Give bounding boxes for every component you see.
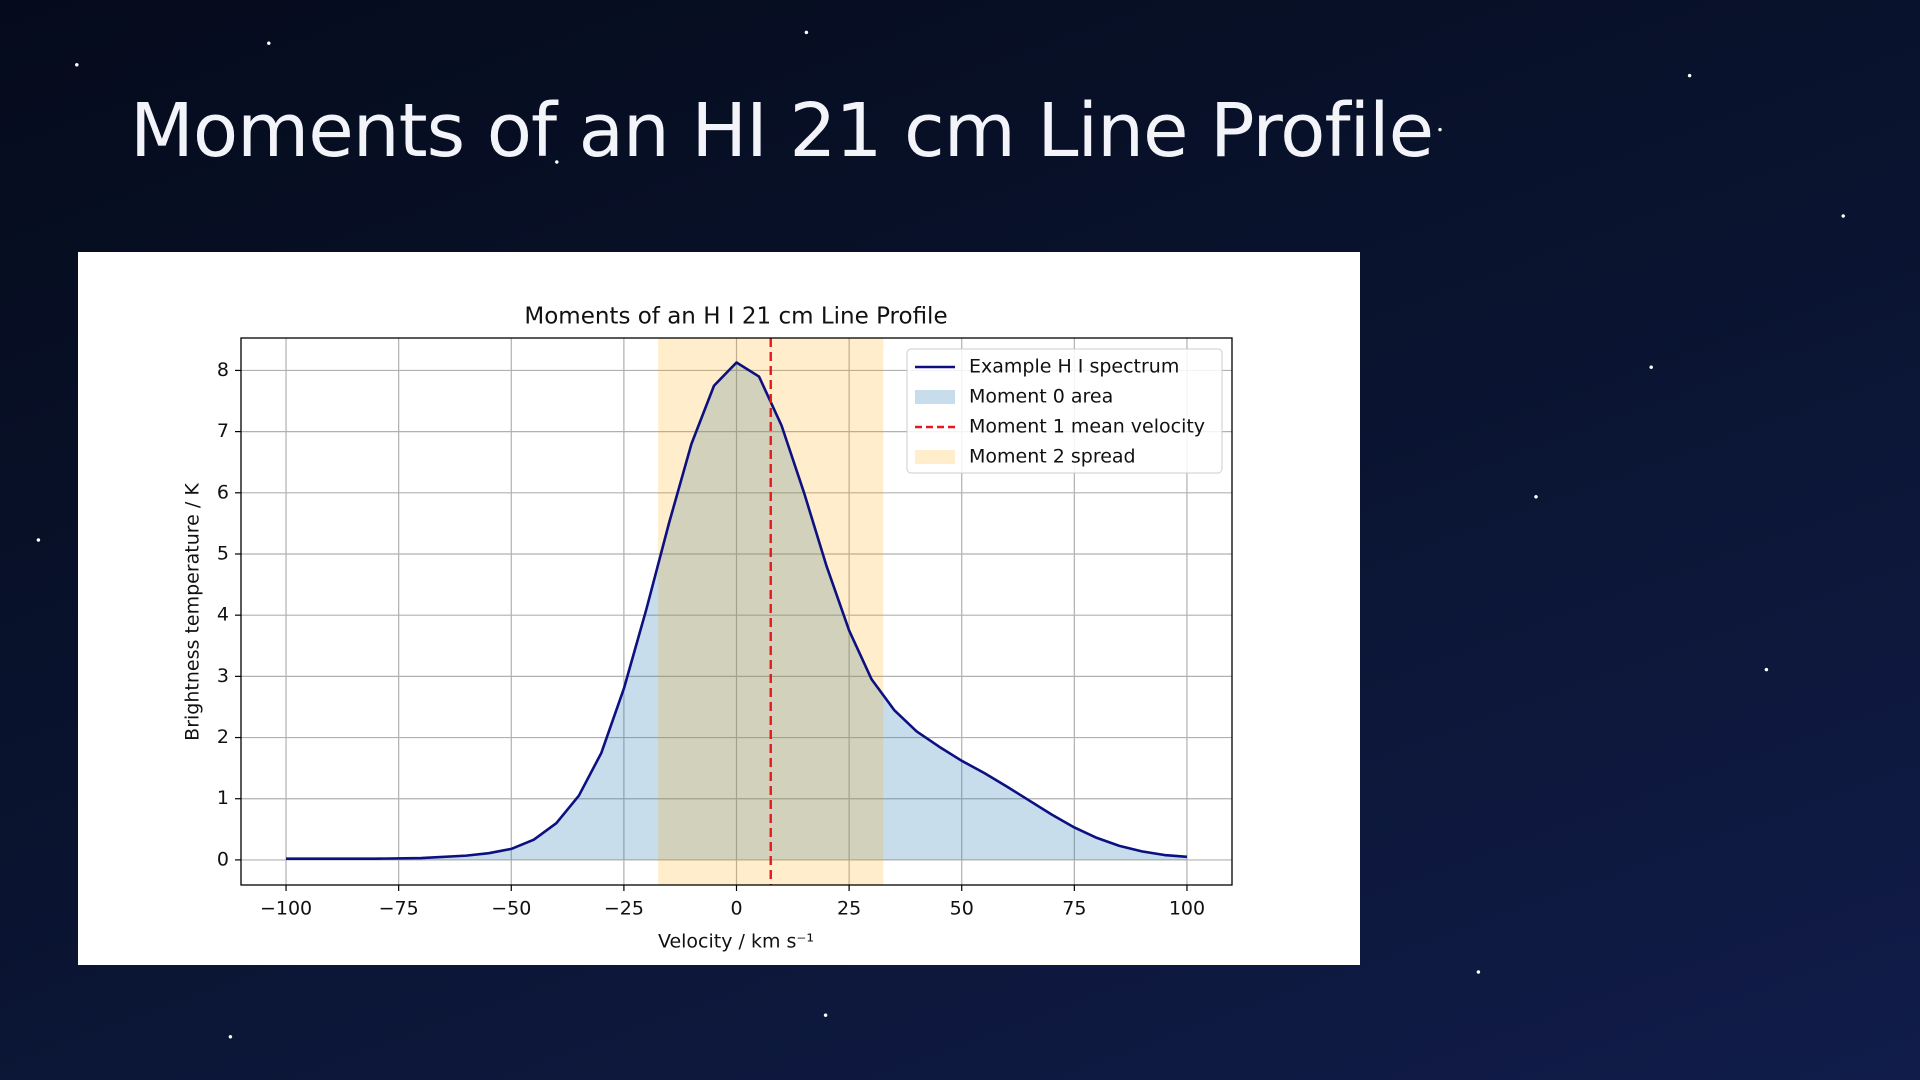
x-tick-label: −100 [260, 898, 312, 920]
legend-label: Moment 0 area [969, 386, 1113, 408]
x-tick-label: −25 [604, 898, 644, 920]
legend-box [906, 348, 1223, 474]
legend-swatch [915, 450, 955, 464]
x-tick-label: 75 [1062, 898, 1086, 920]
chart-title: Moments of an H I 21 cm Line Profile [524, 304, 947, 330]
y-tick-label: 5 [217, 542, 229, 564]
x-tick-label: 0 [730, 898, 742, 920]
grid [241, 338, 1232, 885]
spectrum-line [286, 361, 1188, 860]
y-tick-label: 7 [217, 420, 229, 442]
legend-label: Example H I spectrum [969, 356, 1179, 378]
chart: Moments of an H I 21 cm Line Profile Vel… [78, 252, 1360, 965]
legend-label: Moment 1 mean velocity [969, 416, 1205, 438]
legend-label: Moment 2 spread [969, 446, 1136, 468]
y-axis-label: Brightness temperature / K [182, 483, 204, 741]
y-tick-label: 8 [217, 359, 229, 381]
legend-swatch [915, 390, 955, 404]
x-axis-label: Velocity / km s⁻¹ [658, 931, 814, 953]
moment0-area [286, 362, 1187, 860]
slide-title: Moments of an HI 21 cm Line Profile [130, 88, 1434, 174]
y-tick-label: 3 [217, 665, 229, 687]
y-tick-label: 1 [217, 787, 229, 809]
x-tick-label: −75 [379, 898, 419, 920]
y-tick-label: 2 [217, 726, 229, 748]
x-tick-label: 50 [950, 898, 974, 920]
y-tick-label: 6 [217, 481, 229, 503]
y-tick-label: 4 [217, 604, 229, 626]
x-tick-label: 25 [837, 898, 861, 920]
y-tick-label: 0 [217, 848, 229, 870]
plot-frame [240, 337, 1233, 886]
x-tick-label: −50 [491, 898, 531, 920]
plot-area [286, 338, 1188, 885]
x-tick-label: 100 [1169, 898, 1205, 920]
